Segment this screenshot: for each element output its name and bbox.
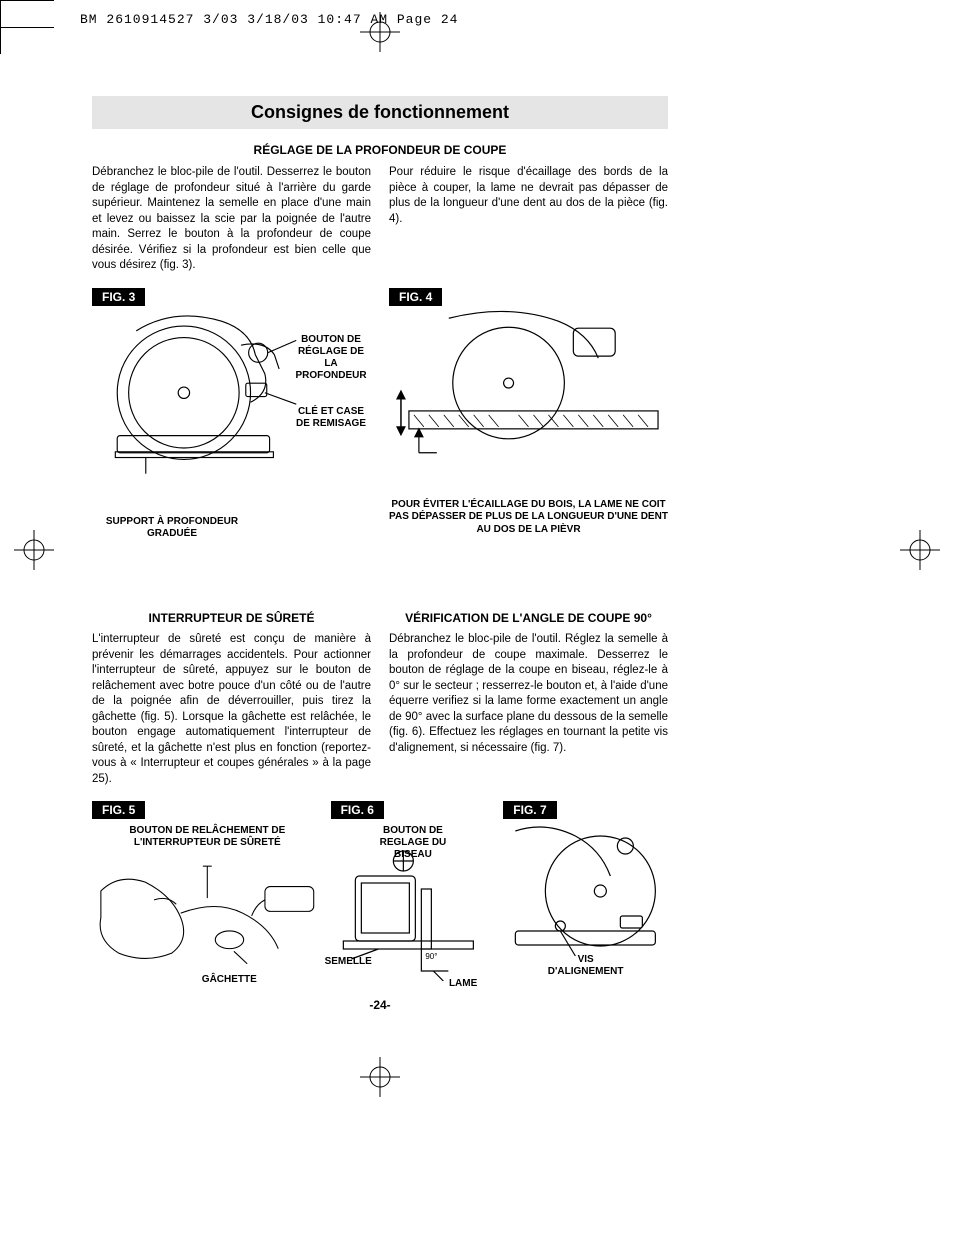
figure-row-2: FIG. 5 BOUTON DE RELÂCHEMENT DE L'INTERR… [92, 801, 668, 986]
registration-mark-bottom [360, 1057, 400, 1097]
crop-mark-tl-v [0, 1, 1, 27]
fig7-callout-screw: VIS D'ALIGNEMENT [541, 954, 631, 978]
section2-left-heading: INTERRUPTEUR DE SÛRETÉ [92, 610, 371, 626]
fig3-callout-key-case: CLÉ ET CASE DE REMISAGE [291, 406, 371, 430]
crop-mark-tl [0, 0, 54, 1]
section2-left: INTERRUPTEUR DE SÛRETÉ L'interrupteur de… [92, 610, 371, 787]
section2-right: VÉRIFICATION DE L'ANGLE DE COUPE 90° Déb… [389, 610, 668, 787]
fig6-callout-blade: LAME [449, 978, 477, 990]
section1-columns: Débranchez le bloc-pile de l'outil. Dess… [92, 165, 668, 274]
registration-mark-top [360, 12, 400, 52]
section2-left-para: L'interrupteur de sûreté est conçu de ma… [92, 632, 371, 787]
page-number: -24- [92, 998, 668, 1012]
figure-5: FIG. 5 BOUTON DE RELÂCHEMENT DE L'INTERR… [92, 801, 323, 986]
fig6-callout-sole: SEMELLE [325, 956, 372, 968]
fig6-callout-bevel: BOUTON DE REGLAGE DU BISEAU [368, 825, 458, 861]
fig3-callout-depth-knob: BOUTON DE RÉGLAGE DE LA PROFONDEUR [291, 334, 371, 382]
fig7-label: FIG. 7 [503, 801, 556, 819]
registration-mark-left [14, 530, 54, 570]
print-header-meta: BM 2610914527 3/03 3/18/03 10:47 AM Page… [80, 12, 458, 27]
section2-right-para: Débranchez le bloc-pile de l'outil. Régl… [389, 632, 668, 756]
section1-left-para: Débranchez le bloc-pile de l'outil. Dess… [92, 165, 371, 274]
fig5-callout-trigger: GÂCHETTE [202, 974, 257, 986]
section1-right-para: Pour réduire le risque d'écaillage des b… [389, 165, 668, 274]
fig5-label: FIG. 5 [92, 801, 145, 819]
figure-3: FIG. 3 BOUTON DE RÉGLAGE DE LA [92, 288, 371, 537]
fig3-diagram [92, 288, 371, 488]
page-title: Consignes de fonctionnement [92, 96, 668, 129]
crop-mark-br [0, 27, 54, 28]
fig4-diagram [389, 288, 668, 488]
fig4-label: FIG. 4 [389, 288, 442, 306]
section1-heading: RÉGLAGE DE LA PROFONDEUR DE COUPE [92, 143, 668, 157]
figure-row-1: FIG. 3 BOUTON DE RÉGLAGE DE LA [92, 288, 668, 537]
registration-mark-right [900, 530, 940, 570]
fig6-label: FIG. 6 [331, 801, 384, 819]
fig3-callout-support: SUPPORT À PROFONDEUR GRADUÉE [102, 516, 242, 540]
fig5-callout-release: BOUTON DE RELÂCHEMENT DE L'INTERRUPTEUR … [127, 825, 287, 849]
crop-mark-br-v [0, 28, 1, 54]
figure-7: FIG. 7 VIS D'ALIGNEMENT [503, 801, 668, 986]
fig4-caption: POUR ÉVITER L'ÉCAILLAGE DU BOIS, LA LAME… [389, 499, 668, 537]
figure-4: FIG. 4 [389, 288, 668, 537]
page-content: Consignes de fonctionnement RÉGLAGE DE L… [92, 96, 668, 1012]
section2-right-heading: VÉRIFICATION DE L'ANGLE DE COUPE 90° [389, 610, 668, 626]
svg-text:90°: 90° [425, 952, 437, 961]
fig3-label: FIG. 3 [92, 288, 145, 306]
section2-columns: INTERRUPTEUR DE SÛRETÉ L'interrupteur de… [92, 610, 668, 787]
figure-6: FIG. 6 BOUTON DE REGLAGE DU BISEAU 90° [331, 801, 496, 986]
